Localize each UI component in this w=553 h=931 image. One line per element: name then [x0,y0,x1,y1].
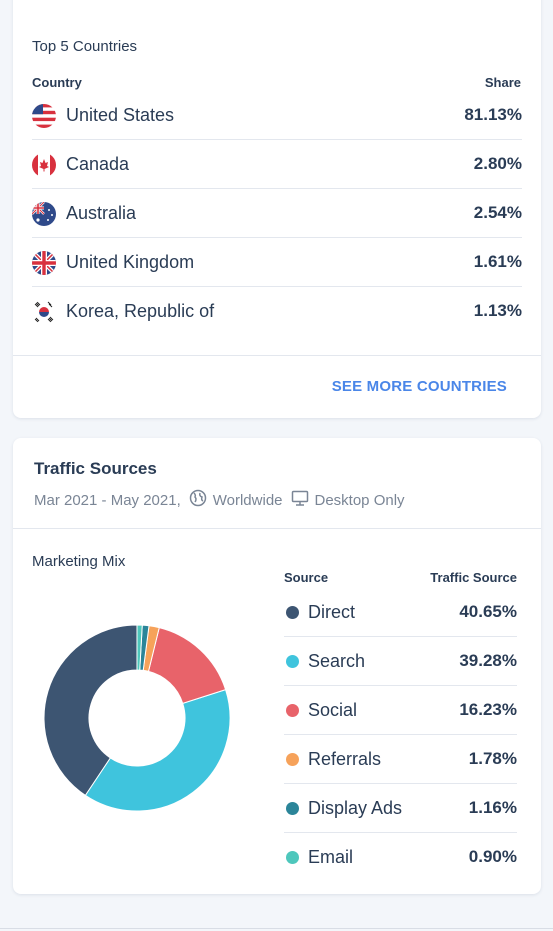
country-share: 1.61% [473,252,522,271]
country-share: 2.54% [473,203,522,222]
legend-value: 39.28% [459,651,517,670]
country-name: Canada [66,154,130,174]
legend-value: 1.78% [468,749,517,768]
country-name: United States [66,105,175,125]
country-row-united-states[interactable]: United States 81.13% [32,91,522,140]
us-flag-icon [32,104,56,128]
marketing-mix-donut-chart [43,624,231,812]
donut-slice-email[interactable] [136,624,143,671]
legend-label: Display Ads [308,798,403,818]
legend-dot [286,851,299,864]
traffic-sources-subtitle: Mar 2021 - May 2021, Worldwide Desktop O… [34,489,405,511]
globe-icon [189,489,207,511]
legend-dot [286,753,299,766]
donut-slice-direct[interactable] [43,624,138,797]
country-name: Australia [66,203,137,223]
see-more-countries-link[interactable]: SEE MORE COUNTRIES [331,378,507,395]
region-label: Worldwide [212,491,283,509]
country-row-canada[interactable]: Canada 2.80% [32,140,522,189]
page-bottom-border [0,928,553,929]
legend-dot [286,802,299,815]
legend-value: 1.16% [468,798,517,817]
top-countries-title: Top 5 Countries [32,38,138,55]
legend-label: Direct [308,602,356,622]
top-countries-card: Top 5 Countries Country Share United Sta… [13,0,541,418]
legend-value: 40.65% [459,602,517,621]
legend-value: 16.23% [459,700,517,719]
legend-label: Email [308,847,354,867]
date-range: Mar 2021 - May 2021, [34,491,181,509]
legend-row-search[interactable]: Search 39.28% [284,637,517,686]
country-share: 81.13% [464,105,522,124]
card-divider [13,528,541,529]
australia-flag-icon [32,202,56,226]
marketing-mix-title: Marketing Mix [32,553,126,570]
legend-dot [286,606,299,619]
korea-flag-icon [32,300,56,324]
source-column-header: Source [284,570,329,585]
legend-label: Social [308,700,358,720]
country-name: United Kingdom [66,252,195,272]
legend-row-display-ads[interactable]: Display Ads 1.16% [284,784,517,833]
country-share: 2.80% [473,154,522,173]
legend-value: 0.90% [468,847,517,866]
card-divider [13,355,541,356]
legend-row-direct[interactable]: Direct 40.65% [284,588,517,637]
legend-dot [286,655,299,668]
uk-flag-icon [32,251,56,275]
country-share: 1.13% [473,301,522,320]
country-row-korea[interactable]: Korea, Republic of 1.13% [32,287,522,336]
traffic-sources-title: Traffic Sources [34,459,157,478]
traffic-source-column-header: Traffic Source [430,570,517,585]
desktop-icon [291,489,309,511]
country-row-australia[interactable]: Australia 2.54% [32,189,522,238]
donut-slice-search[interactable] [84,689,231,812]
country-column-header: Country [32,75,82,90]
legend-row-social[interactable]: Social 16.23% [284,686,517,735]
donut-slice-social[interactable] [147,627,227,704]
legend-label: Search [308,651,366,671]
legend-label: Referrals [308,749,382,769]
share-column-header: Share [484,75,521,90]
country-name: Korea, Republic of [66,301,215,321]
country-row-united-kingdom[interactable]: United Kingdom 1.61% [32,238,522,287]
traffic-sources-card: Traffic Sources Mar 2021 - May 2021, Wor… [13,438,541,894]
device-label: Desktop Only [314,491,405,509]
legend-row-email[interactable]: Email 0.90% [284,833,517,882]
legend-dot [286,704,299,717]
canada-flag-icon [32,153,56,177]
legend-row-referrals[interactable]: Referrals 1.78% [284,735,517,784]
